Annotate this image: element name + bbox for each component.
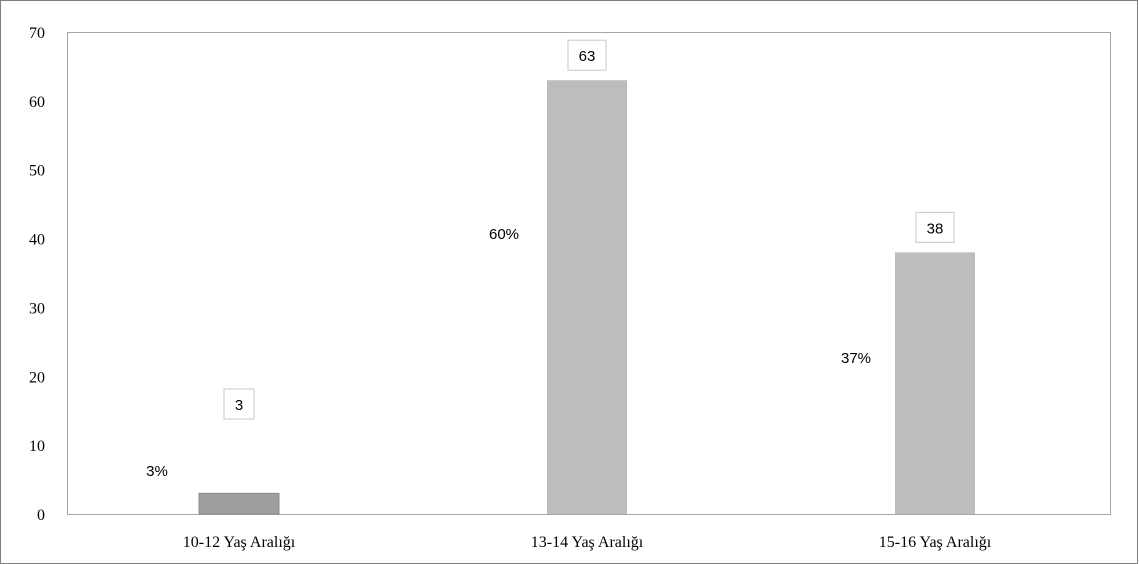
- percent-label: 37%: [841, 350, 871, 367]
- value-label: 63: [579, 48, 596, 65]
- x-tick-label: 10-12 Yaş Aralığı: [183, 534, 296, 551]
- value-labels: 3 63 38: [223, 39, 955, 420]
- y-tick-label: 40: [29, 232, 45, 249]
- percent-label: 60%: [489, 226, 519, 243]
- y-axis-ticks: 0 10 20 30 40 50 60 70: [29, 25, 45, 524]
- value-label-box: [223, 388, 255, 420]
- value-label-box: [567, 39, 607, 71]
- y-tick-label: 30: [29, 300, 45, 317]
- y-tick-label: 50: [29, 163, 45, 180]
- y-tick-label: 70: [29, 25, 45, 42]
- bar: [895, 252, 975, 515]
- value-label: 3: [235, 397, 243, 414]
- y-tick-label: 20: [29, 369, 45, 386]
- x-tick-label: 15-16 Yaş Aralığı: [879, 534, 992, 551]
- y-tick-label: 10: [29, 438, 45, 455]
- x-axis-labels: 10-12 Yaş Aralığı 13-14 Yaş Aralığı 15-16 …: [183, 534, 992, 551]
- bar: [198, 492, 280, 515]
- value-label-box: [915, 211, 955, 243]
- plot-area: [67, 32, 1111, 515]
- percent-labels: 3% 60% 37%: [146, 226, 871, 480]
- y-tick-label: 0: [37, 507, 45, 524]
- percent-label: 3%: [146, 463, 168, 480]
- x-tick-label: 13-14 Yaş Aralığı: [531, 534, 644, 551]
- bars: [198, 80, 975, 515]
- bar: [547, 80, 627, 514]
- value-label: 38: [927, 220, 944, 237]
- y-tick-label: 60: [29, 94, 45, 111]
